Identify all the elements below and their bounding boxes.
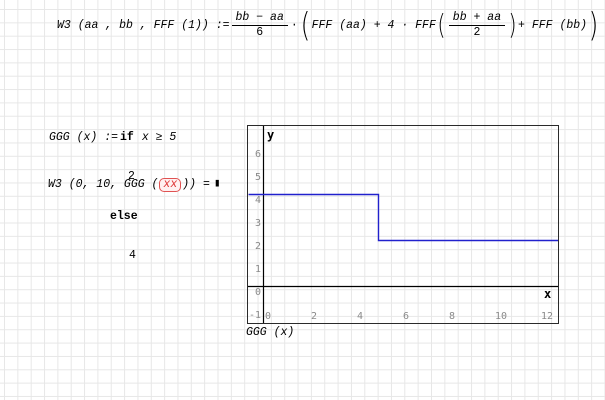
y-tick-label: 2 — [254, 241, 261, 252]
ggg-else-value: 4 — [129, 249, 136, 263]
ggg-def-lhs: GGG (x) := — [49, 131, 119, 145]
ggg-def-condition: x ≥ 5 — [141, 131, 177, 145]
plot-region[interactable]: y x 6 5 4 3 2 1 0 -1 0 2 4 6 8 10 12 — [247, 125, 559, 324]
ggg-def-line-4: 4 — [129, 249, 176, 262]
fraction-numerator: bb − aa — [231, 11, 288, 26]
x-tick-label: 12 — [541, 311, 554, 322]
x-tick-label: 2 — [311, 311, 318, 322]
open-paren-outer: ( — [300, 5, 311, 45]
y-tick-label: 3 — [254, 218, 261, 229]
formula-w3-evaluation[interactable]: W3 (0, 10, GGG ( xx )) = ▮ — [48, 176, 220, 193]
plot-svg — [248, 126, 558, 323]
y-tick-label: 1 — [254, 264, 261, 275]
w3-def-lhs: W3 (aa , bb , FFF (1)) := — [57, 18, 230, 32]
error-highlight-xx[interactable]: xx — [159, 177, 182, 192]
y-tick-label: 0 — [254, 287, 261, 298]
ggg-then-value: 2 — [128, 170, 135, 184]
fraction-denominator: 6 — [256, 25, 264, 39]
multiply-dot: · — [290, 18, 298, 32]
y-tick-label: 6 — [254, 149, 261, 160]
x-tick-label: 4 — [357, 311, 364, 322]
ggg-def-line-1: GGG (x) := if x ≥ 5 — [49, 131, 176, 144]
result-placeholder[interactable]: ▮ — [213, 178, 221, 190]
w3-eval-pre: W3 (0, 10, GGG ( — [48, 178, 159, 191]
ggg-def-line-3: else — [110, 210, 176, 223]
fraction-numerator: bb + aa — [448, 11, 506, 26]
open-paren-inner: ( — [437, 8, 446, 42]
fraction-denominator: 2 — [473, 25, 481, 39]
x-tick-label: 10 — [495, 311, 508, 322]
else-keyword: else — [110, 209, 138, 223]
plot-curve — [248, 193, 558, 242]
w3-eval-post: )) = — [182, 178, 210, 191]
x-tick-label: 6 — [403, 311, 410, 322]
close-paren-inner: ) — [508, 8, 517, 42]
w3-def-fraction-1: bb − aa 6 — [231, 11, 288, 39]
y-tick-label: -1 — [248, 310, 261, 321]
y-tick-label: 5 — [254, 172, 261, 183]
w3-def-inner-left: FFF (aa) + 4 · FFF — [311, 18, 436, 32]
x-axis-letter: x — [544, 287, 552, 301]
y-tick-label: 4 — [254, 195, 261, 206]
formula-ggg-definition[interactable]: GGG (x) := if x ≥ 5 2 else 4 — [49, 105, 176, 288]
w3-def-fraction-2: bb + aa 2 — [448, 11, 506, 39]
w3-def-inner-right: + FFF (bb) — [518, 18, 588, 32]
ggg-def-line-2: 2 — [128, 170, 176, 183]
formula-w3-definition[interactable]: W3 (aa , bb , FFF (1)) := bb − aa 6 · ( … — [57, 6, 600, 44]
plot-caption: GGG (x) — [246, 326, 295, 339]
x-tick-label: 0 — [265, 311, 272, 322]
if-keyword: if — [120, 131, 134, 145]
close-paren-outer: ) — [588, 5, 599, 45]
x-tick-label: 8 — [449, 311, 456, 322]
y-axis-letter: y — [267, 128, 275, 142]
